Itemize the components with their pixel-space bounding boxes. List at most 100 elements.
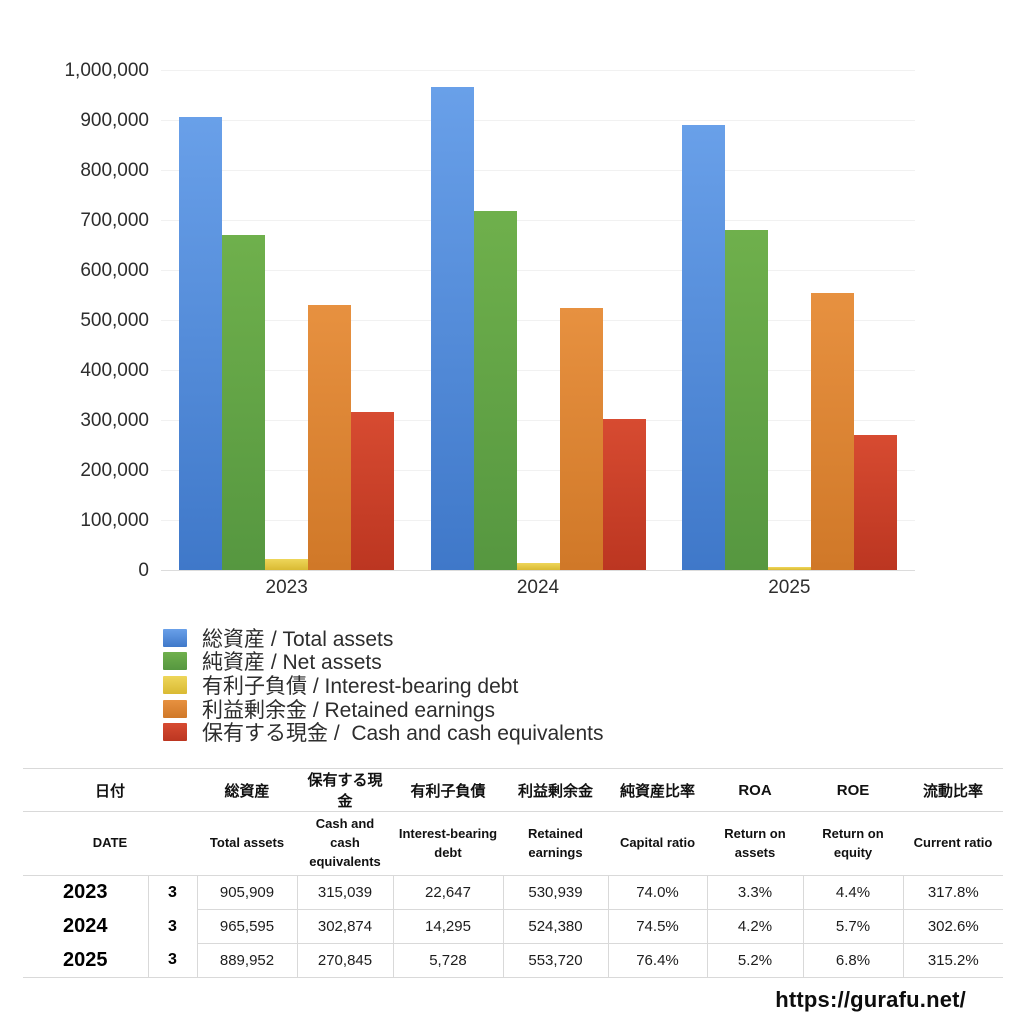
legend-item: 利益剰余金 / Retained earnings [163, 697, 604, 722]
bar-2024-series2 [516, 562, 560, 570]
bar-2025-series0 [681, 125, 725, 570]
value-cell: 74.5% [607, 909, 707, 944]
chart-legend: 総資産 / Total assets 純資産 / Net assets 有利子負債 … [163, 626, 604, 745]
bar-2024-series0 [430, 87, 474, 570]
value-cell: 315.2% [902, 943, 1003, 978]
table-head: 日付 総資産 保有する現金 有利子負債 利益剰余金 純資産比率 ROA ROE 流動比率 DATE… [23, 768, 1003, 876]
table-row: 2025 3 889,952 270,845 5,728 553,720 76.4% 5.2%… [23, 943, 1003, 978]
bar-2025-series4 [853, 434, 897, 570]
table-header-cell: Capital ratio [608, 811, 707, 876]
gridline [161, 120, 915, 121]
bar-2025-series3 [810, 293, 854, 570]
value-cell: 22,647 [392, 875, 503, 910]
gridline [161, 270, 915, 271]
table-header-cell: Return on equity [803, 811, 903, 876]
table-header-cell: Cash and cash equivalents [297, 811, 393, 876]
value-cell: 889,952 [196, 943, 297, 978]
table-header-cell: 純資産比率 [608, 768, 707, 812]
legend-swatch-series1 [163, 652, 187, 671]
bar-2025-series2 [767, 567, 811, 570]
table-header-row: 日付 総資産 保有する現金 有利子負債 利益剰余金 純資産比率 ROA ROE 流動比率 [23, 768, 1003, 812]
y-tick-label: 500,000 [80, 309, 149, 331]
y-tick-label: 1,000,000 [64, 59, 149, 81]
value-cell: 905,909 [196, 875, 297, 910]
value-cell: 530,939 [502, 875, 608, 910]
value-cell: 6.8% [802, 943, 903, 978]
y-tick-label: 300,000 [80, 409, 149, 431]
legend-swatch-series3 [163, 699, 187, 718]
year-cell: 2023 [63, 881, 108, 904]
gridline [161, 370, 915, 371]
table-header-cell: ROE [803, 768, 903, 812]
value-cell: 315,039 [296, 875, 393, 910]
table-header-cell: 保有する現金 [297, 768, 393, 812]
legend-swatch-series4 [163, 723, 187, 742]
y-tick-label: 600,000 [80, 259, 149, 281]
table-header-cell: Return on assets [707, 811, 803, 876]
table-header-cell: Interest-bearing debt [393, 811, 503, 876]
value-cell: 76.4% [607, 943, 707, 978]
y-tick-label: 200,000 [80, 459, 149, 481]
y-tick-label: 100,000 [80, 509, 149, 531]
legend-item: 総資産 / Total assets [163, 626, 604, 651]
month-cell: 3 [147, 943, 197, 978]
gridline [161, 570, 915, 571]
y-tick-label: 0 [138, 559, 149, 581]
value-cell: 4.4% [802, 875, 903, 910]
value-cell: 3.3% [706, 875, 803, 910]
y-tick-label: 800,000 [80, 159, 149, 181]
bar-2025-series1 [724, 230, 768, 570]
financial-table: 日付 総資産 保有する現金 有利子負債 利益剰余金 純資産比率 ROA ROE 流動比率 DATE… [23, 768, 1003, 978]
y-tick-label: 900,000 [80, 109, 149, 131]
legend-item: 有利子負債 / Interest-bearing debt [163, 673, 604, 698]
table-header-row: DATE Total assets Cash and cash equivalent… [23, 811, 1003, 876]
table-header-cell: 有利子負債 [393, 768, 503, 812]
legend-swatch-series2 [163, 675, 187, 694]
bar-2024-series4 [602, 418, 646, 570]
value-cell: 302.6% [902, 909, 1003, 944]
value-cell: 270,845 [296, 943, 393, 978]
gridline [161, 70, 915, 71]
gridline [161, 320, 915, 321]
table-header-cell: 日付 [23, 768, 197, 812]
legend-swatch-series0 [163, 628, 187, 647]
year-cell: 2024 [63, 915, 108, 937]
table-row: 2024 3 965,595 302,874 14,295 524,380 74.5% 4.2… [23, 909, 1003, 944]
plot-area [161, 70, 915, 571]
value-cell: 4.2% [706, 909, 803, 944]
bar-2023-series3 [308, 304, 352, 570]
legend-item: 純資産 / Net assets [163, 650, 604, 674]
value-cell: 317.8% [902, 875, 1003, 910]
value-cell: 965,595 [196, 909, 297, 944]
x-tick-label: 2025 [768, 577, 811, 598]
legend-label: 純資産 / Net assets [202, 651, 382, 675]
month-cell: 3 [147, 909, 197, 944]
bar-2023-series2 [265, 558, 309, 570]
gridline [161, 470, 915, 471]
legend-label: 有利子負債 / Interest-bearing debt [202, 674, 519, 698]
year-cell: 2025 [63, 948, 108, 971]
value-cell: 302,874 [296, 909, 393, 944]
table-header-cell: Total assets [197, 811, 297, 876]
table-header-cell: ROA [707, 768, 803, 812]
gridline [161, 420, 915, 421]
table-header-cell: DATE [23, 811, 197, 876]
table-header-cell: 総資産 [197, 768, 297, 812]
site-url: https://gurafu.net/ [775, 987, 966, 1012]
value-cell: 553,720 [502, 943, 608, 978]
x-tick-label: 2024 [516, 577, 560, 598]
value-cell: 5.7% [802, 909, 903, 944]
value-cell: 5,728 [392, 943, 503, 978]
bar-2023-series1 [222, 235, 266, 570]
table-header-cell: Current ratio [903, 811, 1003, 876]
legend-label: 総資産 / Total assets [202, 627, 394, 651]
gridline [161, 520, 915, 521]
value-cell: 74.0% [607, 875, 707, 910]
bar-2023-series0 [179, 117, 223, 570]
legend-item: 保有する現金 / Cash and cash equivalents [163, 720, 604, 745]
value-cell: 524,380 [502, 909, 608, 944]
x-tick-label: 2023 [265, 577, 308, 598]
table-header-cell: 流動比率 [903, 768, 1003, 812]
month-cell: 3 [147, 875, 197, 910]
